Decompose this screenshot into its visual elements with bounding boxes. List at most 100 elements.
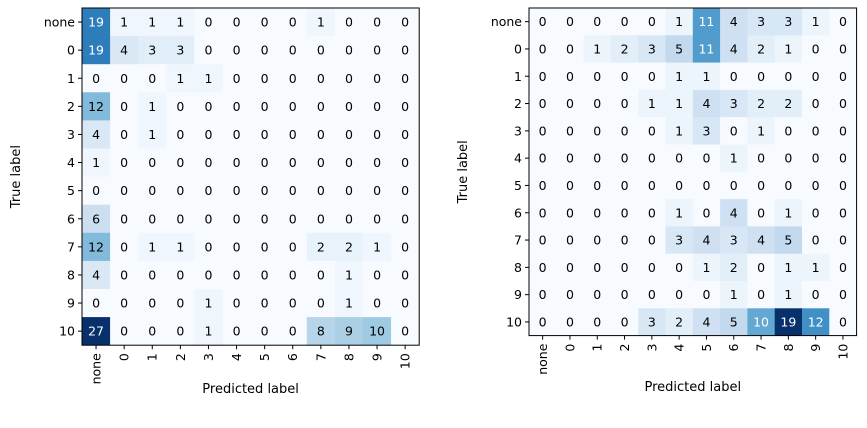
- cell-value-label: 0: [92, 183, 100, 198]
- cell-value-label: 0: [702, 287, 710, 302]
- cell-value-label: 0: [261, 127, 269, 142]
- cell-value-label: 0: [345, 15, 353, 30]
- cell-value-label: 0: [702, 178, 710, 193]
- cell-value-label: 0: [566, 260, 574, 275]
- cell-value-label: 0: [812, 178, 820, 193]
- y-tick-label: 4: [514, 151, 522, 166]
- cell-value-label: 1: [784, 260, 792, 275]
- cell-value-label: 0: [261, 43, 269, 58]
- cell-value-label: 0: [317, 99, 325, 114]
- cell-value-label: 0: [839, 151, 847, 166]
- cell-value-label: 0: [92, 71, 100, 86]
- cell-value-label: 0: [401, 211, 409, 226]
- cell-value-label: 1: [812, 14, 820, 29]
- cell-value-label: 3: [784, 14, 792, 29]
- cell-value-label: 0: [539, 233, 547, 248]
- cell-value-label: 0: [566, 14, 574, 29]
- x-tick-label: 9: [370, 353, 385, 361]
- x-tick-label: none: [89, 353, 104, 384]
- cell-value-label: 0: [812, 41, 820, 56]
- cell-value-label: 0: [648, 260, 656, 275]
- cell-value-label: 0: [566, 314, 574, 329]
- x-tick-label: 10: [835, 344, 850, 360]
- cell-value-label: 0: [289, 71, 297, 86]
- cell-value-label: 1: [176, 71, 184, 86]
- y-tick-label: 9: [67, 296, 75, 311]
- y-tick-label: 1: [514, 69, 522, 84]
- cell-value-label: 1: [373, 239, 381, 254]
- cell-value-label: 1: [784, 41, 792, 56]
- cell-value-label: 0: [120, 267, 128, 282]
- x-tick-label: 5: [257, 353, 272, 361]
- cell-value-label: 1: [648, 96, 656, 111]
- cell-value-label: 0: [839, 205, 847, 220]
- cell-value-label: 0: [120, 183, 128, 198]
- cell-value-label: 0: [120, 239, 128, 254]
- cell-value-label: 0: [757, 178, 765, 193]
- cell-value-label: 0: [373, 296, 381, 311]
- x-tick-label: 8: [341, 353, 356, 361]
- cell-value-label: 0: [261, 155, 269, 170]
- y-tick-label: 0: [514, 41, 522, 56]
- cell-value-label: 3: [176, 43, 184, 58]
- cell-value-label: 0: [148, 296, 156, 311]
- cell-value-label: 1: [317, 15, 325, 30]
- cell-value-label: 5: [784, 233, 792, 248]
- cell-value-label: 0: [648, 69, 656, 84]
- cell-value-label: 0: [730, 178, 738, 193]
- cell-value-label: 0: [148, 155, 156, 170]
- cell-value-label: 0: [812, 287, 820, 302]
- cell-value-label: 19: [88, 43, 104, 58]
- cell-value-label: 0: [593, 123, 601, 138]
- cell-value-label: 0: [233, 267, 241, 282]
- cell-value-label: 0: [204, 99, 212, 114]
- cell-value-label: 0: [401, 239, 409, 254]
- cell-value-label: 0: [401, 99, 409, 114]
- cell-value-label: 0: [120, 155, 128, 170]
- cell-value-label: 0: [233, 71, 241, 86]
- cell-value-label: 3: [148, 43, 156, 58]
- cell-value-label: 1: [593, 41, 601, 56]
- cell-value-label: 0: [401, 324, 409, 339]
- cell-value-label: 0: [317, 127, 325, 142]
- cell-value-label: 0: [233, 239, 241, 254]
- cell-value-label: 0: [784, 178, 792, 193]
- y-axis-label: True label: [9, 145, 24, 209]
- cell-value-label: 0: [261, 324, 269, 339]
- cell-value-label: 2: [757, 41, 765, 56]
- cell-value-label: 1: [730, 151, 738, 166]
- cell-value-label: 0: [539, 178, 547, 193]
- y-tick-label: 5: [514, 178, 522, 193]
- cell-value-label: 1: [675, 123, 683, 138]
- cell-value-label: 0: [648, 178, 656, 193]
- cell-value-label: 0: [539, 96, 547, 111]
- cell-value-label: 0: [593, 260, 601, 275]
- cell-value-label: 0: [317, 211, 325, 226]
- cell-value-label: 0: [148, 211, 156, 226]
- cell-value-label: 0: [621, 151, 629, 166]
- cell-value-label: 0: [373, 43, 381, 58]
- cell-value-label: 0: [373, 183, 381, 198]
- cell-value-label: 0: [648, 151, 656, 166]
- cell-value-label: 0: [593, 178, 601, 193]
- cell-value-label: 0: [812, 151, 820, 166]
- cell-value-label: 0: [120, 211, 128, 226]
- cell-value-label: 0: [593, 233, 601, 248]
- cell-value-label: 5: [675, 41, 683, 56]
- cell-value-label: 2: [730, 260, 738, 275]
- cell-value-label: 0: [539, 14, 547, 29]
- x-tick-label: 5: [699, 344, 714, 352]
- cell-value-label: 0: [621, 260, 629, 275]
- x-tick-label: 8: [781, 344, 796, 352]
- cell-value-label: 0: [233, 211, 241, 226]
- cell-value-label: 0: [204, 43, 212, 58]
- confusion-matrix-1: 19 1 1 1 0 0 0 0 1 0 0 019 4 3 3 0 0 0 0 0 0 0 00 0 0 1 1 0 0 0 0 0 0 012…: [9, 8, 420, 397]
- cell-value-label: 0: [675, 260, 683, 275]
- cell-value-label: 0: [839, 233, 847, 248]
- cell-value-label: 0: [839, 314, 847, 329]
- cell-value-label: 0: [289, 267, 297, 282]
- cell-value-label: 0: [233, 183, 241, 198]
- cell-value-label: 0: [373, 71, 381, 86]
- y-tick-label: 3: [67, 127, 75, 142]
